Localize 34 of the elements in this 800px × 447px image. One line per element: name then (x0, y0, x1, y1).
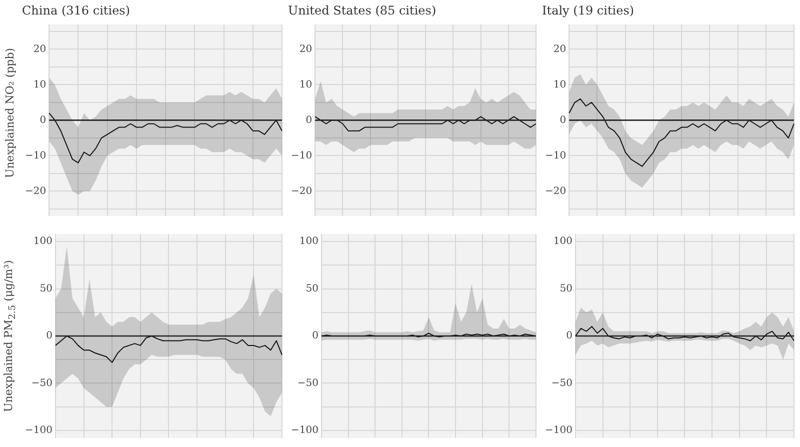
y-tick-label: −10 (24, 150, 46, 162)
y-tick-label: 100 (299, 236, 318, 248)
y-tick-label: −20 (24, 186, 46, 197)
y-tick-label: −10 (544, 150, 566, 162)
y-tick-label: −10 (290, 150, 312, 162)
y-tick-label: 50 (40, 283, 52, 294)
y-tick-label: 0 (560, 114, 566, 126)
y-axis-title: Unexplained NO₂ (ppb) (4, 47, 16, 178)
y-tick-label: 10 (33, 79, 46, 90)
y-tick-label: 100 (33, 236, 52, 248)
y-tick-label: 0 (566, 330, 572, 342)
y-tick-label: 20 (553, 44, 566, 55)
chart-title: United States (85 cities) (288, 3, 436, 18)
y-tick-label: −100 (24, 425, 52, 436)
y-tick-label: −50 (551, 378, 572, 389)
y-tick-label: −100 (544, 425, 572, 436)
y-tick-label: 20 (33, 44, 46, 55)
y-tick-label: 50 (560, 283, 572, 294)
y-tick-label: 10 (299, 79, 312, 90)
y-tick-label: 0 (312, 330, 318, 342)
y-tick-label: −50 (297, 378, 318, 389)
chart-title: China (316 cities) (22, 3, 130, 18)
chart-title: Italy (19 cities) (542, 3, 634, 18)
y-tick-label: 50 (306, 283, 318, 294)
y-tick-label: 10 (553, 79, 566, 90)
y-tick-label: −20 (290, 186, 312, 197)
y-tick-label: 100 (553, 236, 572, 248)
y-tick-label: 20 (299, 44, 312, 55)
y-tick-label: 0 (40, 114, 46, 126)
y-tick-label: 0 (46, 330, 52, 342)
y-tick-label: −20 (544, 186, 566, 197)
y-tick-label: −100 (290, 425, 318, 436)
y-tick-label: −50 (31, 378, 52, 389)
y-tick-label: 0 (306, 114, 312, 126)
